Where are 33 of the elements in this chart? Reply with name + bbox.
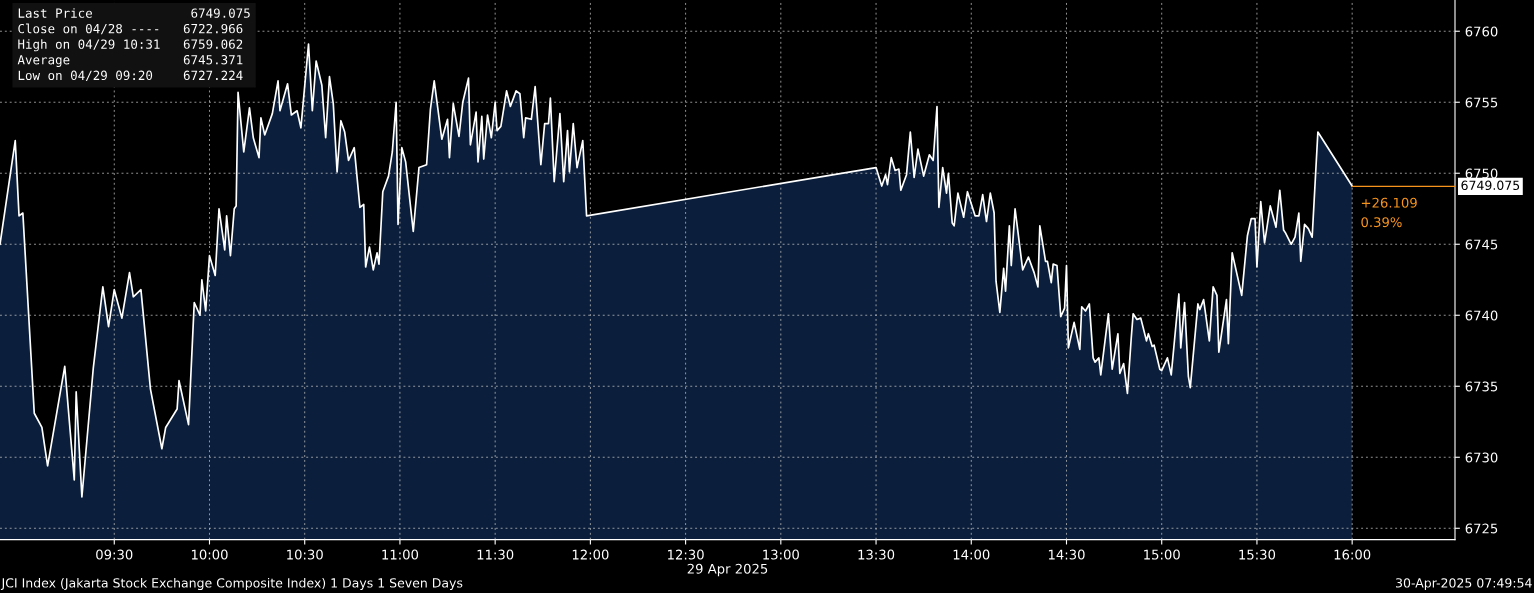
- x-tick-label: 10:30: [287, 549, 323, 560]
- text: JCI Index (Jakarta Stock Exchange Composite Index) 1 Days 1 Seven Days: [0, 577, 463, 591]
- annotation: +26.109: [1361, 197, 1417, 208]
- y-tick-label: 6725: [1465, 523, 1498, 534]
- annotation: Average 6745.371: [17, 55, 243, 67]
- x-tick-label: 12:00: [572, 549, 609, 560]
- x-tick-label: 14:00: [953, 549, 990, 560]
- annotation: Close on 04/28 ---- 6722.966: [18, 23, 243, 35]
- text: 30-Apr-2025 07:49:54: [1396, 578, 1532, 591]
- y-tick-label: 6750: [1465, 168, 1498, 179]
- x-tick-label: 11:00: [382, 549, 419, 560]
- x-tick-label: 13:30: [858, 549, 895, 560]
- y-tick-label: 6730: [1465, 452, 1498, 463]
- y-tick-label: 6745: [1465, 239, 1498, 250]
- x-tick-label: 10:00: [191, 549, 228, 560]
- annotation: High on 04/29 10:31 6759.062: [18, 39, 243, 52]
- x-tick-label: 11:30: [477, 549, 514, 560]
- x-tick-label: 13:00: [763, 549, 799, 560]
- x-tick-label: 14:30: [1048, 549, 1085, 560]
- y-tick-label: 6760: [1465, 26, 1498, 37]
- x-tick-label: 15:30: [1239, 549, 1276, 560]
- x-tick-label: 16:00: [1334, 549, 1371, 560]
- x-axis-title: 29 Apr 2025: [687, 563, 768, 577]
- x-tick-label: 09:30: [96, 549, 133, 560]
- annotation: Low on 04/29 09:20 6727.224: [18, 70, 243, 82]
- y-tick-label: 6735: [1465, 381, 1498, 392]
- annotation: 0.39%: [1361, 217, 1402, 228]
- annotation: Last Price 6749.075: [18, 8, 250, 18]
- x-tick-label: 15:00: [1144, 549, 1180, 560]
- x-tick-label: 12:30: [668, 549, 704, 560]
- ref-line-label: 6749.075: [1461, 180, 1520, 191]
- y-tick-label: 6740: [1465, 310, 1498, 321]
- y-tick-label: 6755: [1465, 97, 1498, 108]
